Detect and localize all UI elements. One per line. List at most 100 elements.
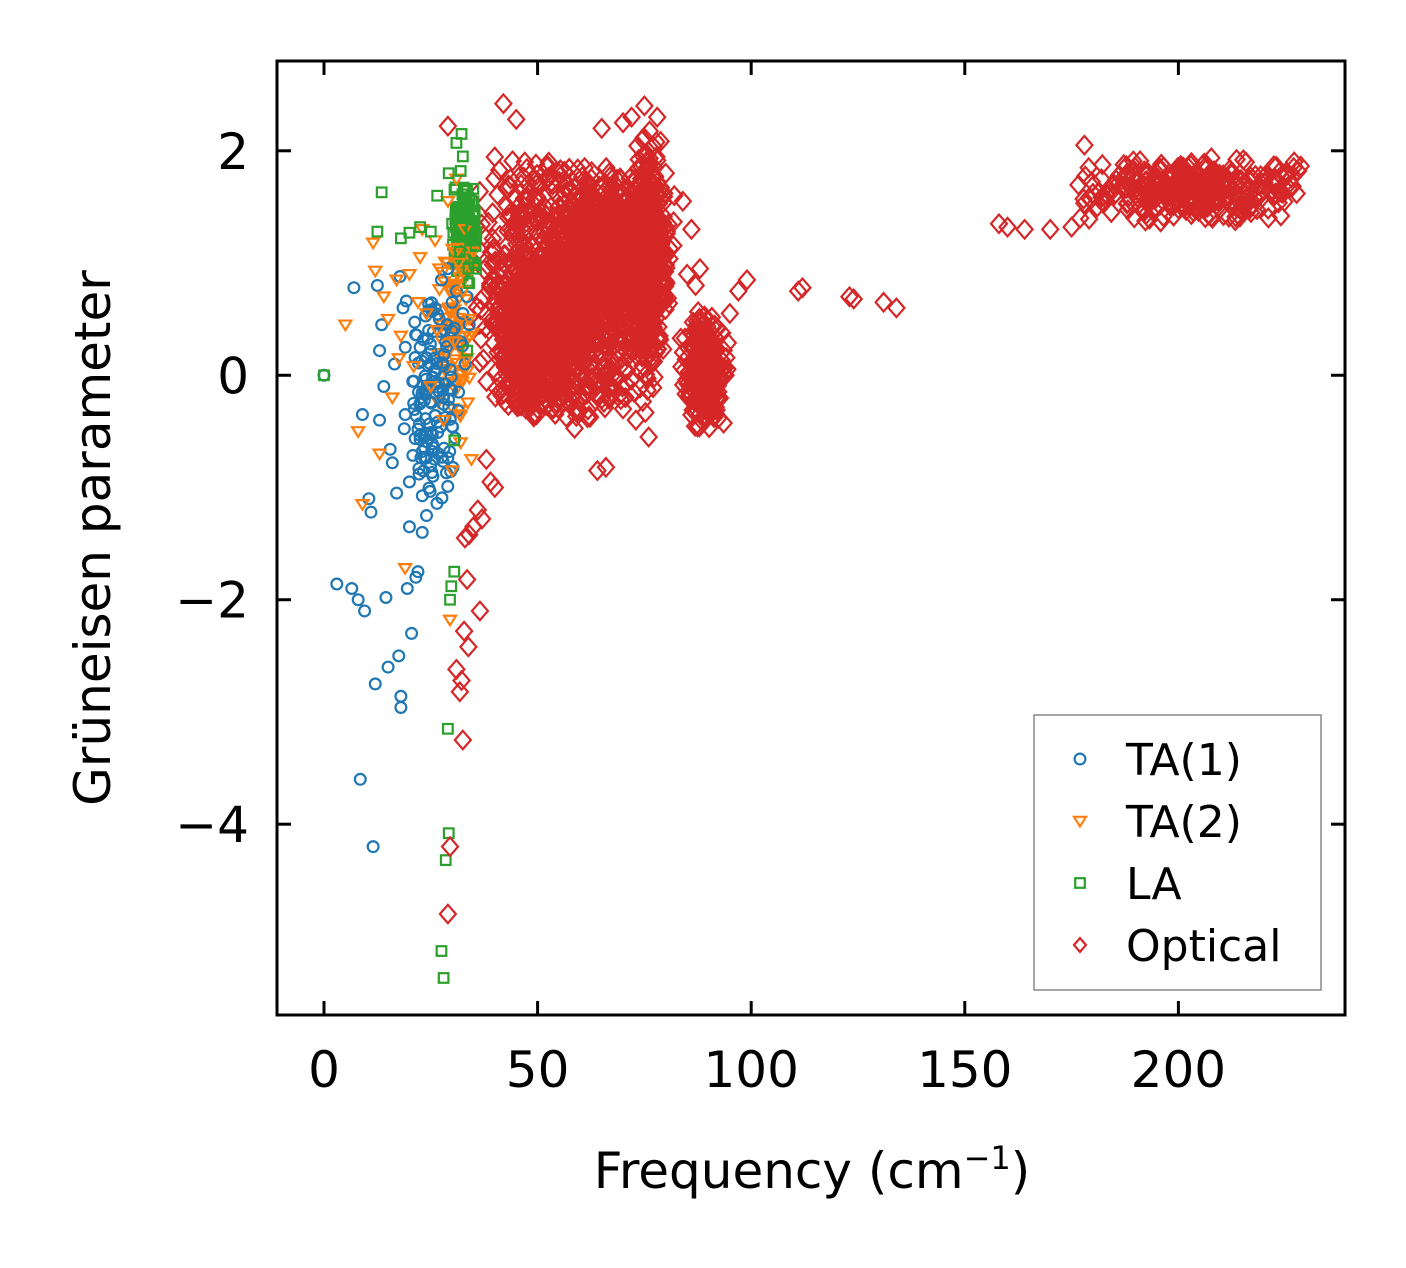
- cluster-point-diamond: [673, 373, 693, 396]
- y-axis-label: Grüneisen parameter: [64, 270, 122, 806]
- cluster-point-diamond: [580, 406, 600, 429]
- data-point: [656, 162, 676, 185]
- data-point: [426, 469, 440, 483]
- cluster-point-diamond: [575, 308, 595, 330]
- cluster-point-diamond: [571, 287, 591, 310]
- cluster-point-diamond: [575, 382, 594, 405]
- cluster-point-diamond: [514, 337, 534, 360]
- data-point: [358, 604, 372, 618]
- cluster-point-diamond: [643, 200, 663, 222]
- cluster-point-diamond: [608, 204, 628, 227]
- cluster-point-triangle-down: [446, 354, 463, 367]
- cluster-point-diamond: [639, 177, 659, 199]
- data-point: [1015, 218, 1035, 241]
- cluster-point-diamond: [486, 360, 506, 383]
- cluster-point-diamond: [1092, 153, 1112, 176]
- cluster-point-square: [467, 182, 480, 195]
- cluster-point-diamond: [514, 166, 534, 189]
- cluster-point-triangle-down: [459, 397, 476, 411]
- cluster-point-diamond: [1074, 188, 1094, 210]
- data-point: [699, 341, 718, 364]
- data-point: [381, 660, 395, 674]
- cluster-point-diamond: [554, 391, 574, 414]
- data-point: [409, 297, 426, 310]
- cluster-point-diamond: [632, 337, 652, 360]
- data-point: [405, 360, 422, 374]
- data-point: [1215, 167, 1235, 190]
- data-point: [453, 729, 473, 751]
- data-point: [468, 499, 488, 521]
- cluster-point-diamond: [635, 401, 655, 424]
- data-point: [458, 635, 478, 658]
- cluster-point-diamond: [714, 412, 734, 434]
- cluster-point-diamond: [1178, 191, 1198, 214]
- cluster-point-diamond: [557, 174, 577, 197]
- cluster-point-diamond: [1287, 182, 1307, 205]
- data-point: [452, 385, 466, 399]
- data-point: [417, 441, 431, 455]
- data-point: [1117, 162, 1137, 185]
- cluster-point-diamond: [479, 211, 498, 234]
- data-point: [461, 313, 478, 327]
- cluster-point-diamond: [526, 231, 546, 253]
- data-point: [392, 330, 409, 344]
- data-point: [441, 722, 454, 735]
- data-point: [420, 509, 434, 523]
- data-point: [459, 184, 471, 196]
- cluster-point-diamond: [1132, 172, 1152, 195]
- cluster-point-circle: [398, 340, 412, 354]
- legend-marker: [1072, 815, 1088, 829]
- cluster-point-diamond: [704, 406, 724, 429]
- cluster-point-diamond: [503, 276, 523, 299]
- x-tick-label: 150: [917, 1041, 1012, 1099]
- cluster-point-diamond: [588, 225, 608, 248]
- cluster-point-diamond: [674, 359, 694, 382]
- data-point: [605, 308, 624, 331]
- cluster-point-diamond: [513, 203, 533, 226]
- scatter-points: [317, 92, 1308, 984]
- cluster-point-diamond: [511, 373, 531, 396]
- cluster-point-diamond: [581, 193, 601, 216]
- data-point: [396, 301, 410, 315]
- cluster-point-circle: [406, 374, 420, 388]
- cluster-point-diamond: [570, 399, 590, 421]
- cluster-point-circle: [410, 328, 424, 342]
- cluster-point-diamond: [523, 267, 543, 290]
- cluster-point-diamond: [587, 259, 607, 282]
- cluster-point-diamond: [651, 130, 671, 153]
- data-point: [707, 353, 727, 375]
- cluster-point-diamond: [578, 398, 598, 421]
- cluster-point-diamond: [634, 256, 654, 279]
- data-point: [385, 456, 399, 470]
- cluster-point-diamond: [513, 218, 533, 241]
- cluster-point-diamond: [485, 167, 504, 190]
- cluster-point-diamond: [1185, 197, 1205, 220]
- data-point: [449, 284, 463, 298]
- data-point: [405, 626, 419, 640]
- data-point: [368, 677, 382, 691]
- data-point: [445, 295, 459, 309]
- data-point: [371, 448, 388, 462]
- legend-label: Optical: [1126, 921, 1281, 972]
- cluster-point-diamond: [542, 385, 561, 407]
- cluster-point-diamond: [1220, 158, 1240, 181]
- data-point: [384, 392, 401, 406]
- cluster-point-diamond: [632, 213, 652, 236]
- cluster-point-diamond: [1092, 186, 1112, 209]
- data-point: [677, 263, 697, 286]
- cluster-point-diamond: [1134, 201, 1154, 223]
- cluster-point-diamond: [678, 336, 698, 359]
- cluster-point-diamond: [594, 391, 614, 414]
- cluster-point-diamond: [489, 159, 509, 182]
- data-point: [402, 520, 416, 534]
- data-point: [1134, 160, 1154, 182]
- cluster-point-diamond: [522, 265, 542, 287]
- data-point: [444, 465, 461, 479]
- data-point: [690, 257, 710, 280]
- legend-marker: [1072, 936, 1088, 954]
- cluster-point-diamond: [637, 379, 657, 402]
- data-point: [506, 108, 526, 131]
- data-point: [1070, 207, 1090, 230]
- cluster-point-diamond: [1191, 196, 1211, 219]
